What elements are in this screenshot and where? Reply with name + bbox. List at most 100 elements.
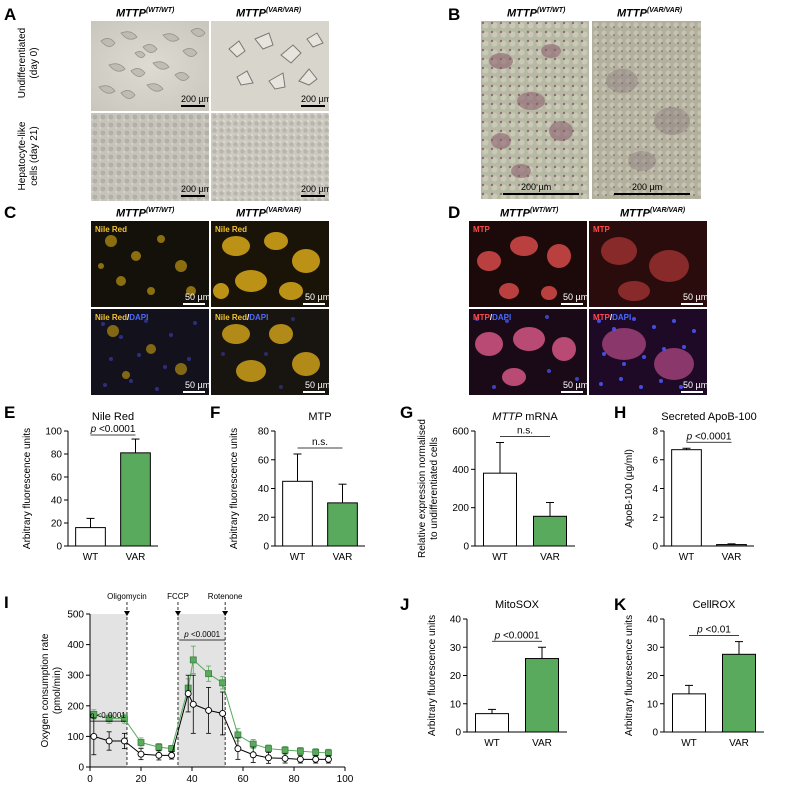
x-tick-label: WT — [83, 552, 99, 563]
panel-label-k: K — [614, 595, 627, 614]
y-tick-label: 8 — [652, 427, 658, 438]
y-tick-label: 30 — [450, 643, 462, 654]
micrograph-a-undiff-wt: 200 µm — [90, 20, 210, 112]
channel-label-nile-red: Nile Red — [215, 225, 248, 234]
x-tick-label: WT — [492, 552, 508, 563]
y-tick-label: 20 — [647, 671, 659, 682]
panel-label-f: F — [210, 403, 221, 422]
micrograph-d-mtp-wt: MTP 50 µm — [468, 220, 588, 308]
x-tick-label: 40 — [186, 774, 198, 785]
data-point-var — [249, 740, 257, 748]
y-tick-label: 200 — [67, 701, 84, 712]
scale-text: 50 µm — [185, 292, 210, 302]
data-point-var — [121, 715, 128, 723]
y-tick-label: 20 — [51, 519, 63, 530]
data-point-var — [325, 749, 332, 757]
scale-text: 50 µm — [563, 380, 588, 390]
chart-f-mtp: MTP 0 20 40 60 80 Arbitrary fluorescence units… — [229, 411, 365, 563]
x-tick-label: 100 — [337, 774, 354, 785]
y-axis-label: Arbitrary fluorescence units — [229, 428, 240, 549]
bar-wt — [483, 472, 517, 547]
scale-text: 200 µm — [632, 182, 663, 192]
data-point-var — [219, 679, 227, 687]
data-point-var — [265, 745, 272, 753]
y-tick-label: 40 — [450, 615, 462, 626]
y-tick-label: 6 — [652, 455, 658, 466]
chart-title: CellROX — [693, 599, 736, 611]
significance-label: p <0.01 — [696, 625, 731, 636]
data-point-var — [155, 743, 163, 751]
data-point-wt — [137, 750, 145, 758]
y-tick-label: 40 — [647, 615, 659, 626]
data-point-var — [234, 731, 242, 739]
data-point-wt — [281, 754, 289, 762]
data-point-var — [189, 656, 197, 664]
bar-var — [716, 544, 747, 547]
y-tick-label: 40 — [51, 496, 63, 507]
panel-label-i: I — [4, 593, 9, 612]
injection-label: Rotenone — [208, 592, 243, 601]
data-point-wt — [296, 755, 304, 763]
x-tick-label: WT — [290, 552, 306, 563]
panel-label-c: C — [4, 203, 17, 222]
micrograph-b-wt: 200 µm — [480, 20, 590, 200]
x-tick-label: VAR — [126, 552, 146, 563]
bar-var — [722, 653, 756, 733]
y-tick-label: 10 — [450, 699, 462, 710]
injection-label: Oligomycin — [107, 592, 147, 601]
scale-bar — [561, 391, 583, 393]
scale-text: 200 µm — [181, 94, 210, 104]
y-axis-label: Relative expression normalised — [417, 419, 428, 558]
scale-text: 50 µm — [185, 380, 210, 390]
marker-arrow — [222, 611, 229, 616]
chart-e-nile-red: Nile Red 0 20 40 60 80 100 Arbitrary fluorescen… — [22, 411, 158, 563]
genotype-title-a-wt: MTTP(WT/WT) — [116, 7, 175, 20]
micrograph-c-nile-wt: Nile Red 50 µm — [90, 220, 210, 308]
y-tick-label: 0 — [78, 763, 84, 774]
x-tick-label: 60 — [237, 774, 249, 785]
y-tick-label: 500 — [67, 610, 84, 621]
chart-title: Secreted ApoB-100 — [661, 411, 756, 423]
data-point-wt — [205, 706, 213, 714]
data-point-var — [205, 670, 212, 678]
scale-bar — [181, 195, 205, 197]
panel-label-b: B — [448, 5, 461, 24]
genotype-title-d-wt: MTTP(WT/WT) — [500, 207, 559, 220]
chart-i-ocr: Oligomycin FCCP Rotenone 0 100 200 300 400 500 0 2… — [40, 592, 354, 785]
scale-bar — [561, 303, 583, 305]
data-point-var — [105, 715, 113, 723]
scale-bar — [681, 303, 703, 305]
micrograph-a-undiff-var: 200 µm — [210, 20, 330, 112]
channel-label-mtp: MTP — [473, 225, 490, 234]
scale-text: 50 µm — [683, 380, 708, 390]
y-tick-label: 80 — [51, 450, 63, 461]
scale-bar — [681, 391, 703, 393]
genotype-title-c-wt: MTTP(WT/WT) — [116, 207, 175, 220]
significance-label: p <0.0001 — [686, 431, 732, 442]
y-tick-label: 30 — [647, 643, 659, 654]
y-axis-label: (pmol/min) — [52, 667, 63, 714]
genotype-title-a-var: MTTP(VAR/VAR) — [236, 7, 302, 20]
y-tick-label: 100 — [67, 732, 84, 743]
y-tick-label: 300 — [67, 671, 84, 682]
y-tick-label: 80 — [258, 427, 270, 438]
x-tick-label: VAR — [729, 738, 749, 749]
panel-label-a: A — [4, 5, 17, 24]
micrograph-a-hep-var: 200 µm — [210, 112, 330, 202]
panel-label-g: G — [400, 403, 414, 422]
x-tick-label: VAR — [722, 552, 742, 563]
scale-text: 200 µm — [301, 94, 330, 104]
y-tick-label: 600 — [452, 427, 469, 438]
bar-wt — [282, 480, 313, 547]
x-tick-label: 0 — [87, 774, 93, 785]
channel-label-nile-red: Nile Red — [95, 225, 128, 234]
bar-wt — [671, 449, 702, 547]
data-point-wt — [120, 737, 128, 745]
x-tick-label: WT — [679, 552, 695, 563]
y-tick-label: 200 — [452, 503, 469, 514]
data-point-var — [296, 747, 304, 755]
micrograph-c-nile-var: Nile Red 50 µm — [210, 220, 330, 308]
y-axis-label: ApoB-100 (µg/ml) — [624, 449, 635, 528]
y-axis-label: Arbitrary fluorescence units — [624, 615, 635, 736]
y-axis-label: Arbitrary fluorescence units — [427, 615, 438, 736]
